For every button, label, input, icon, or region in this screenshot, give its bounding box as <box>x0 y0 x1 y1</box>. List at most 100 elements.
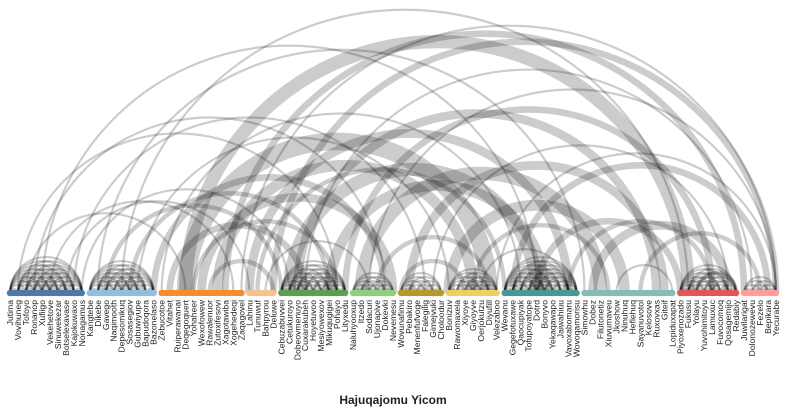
intra-group-arc <box>535 280 562 294</box>
intra-group-arc <box>120 276 155 294</box>
node-marker <box>469 289 476 297</box>
intra-group-arc <box>447 276 482 294</box>
node-label: Deqegoquert <box>181 299 191 349</box>
node-marker <box>661 289 668 297</box>
node-marker <box>365 289 373 297</box>
node-labels: JutimaVovihunegTofoyoRonanopXufiigoVekeh… <box>5 299 781 360</box>
node-label: Lahinu <box>244 300 254 326</box>
intra-group-arc <box>88 272 131 294</box>
intra-group-arc <box>9 260 75 294</box>
node-marker <box>549 289 556 297</box>
intra-group-arc <box>296 276 331 294</box>
node-marker <box>174 289 181 297</box>
link-arc <box>470 222 611 294</box>
intra-group-arc <box>32 272 75 294</box>
node-label: Bonizuv <box>444 299 454 330</box>
node-marker <box>597 289 604 297</box>
intra-group-arc <box>527 276 562 294</box>
node-label: Giteif <box>659 299 669 320</box>
node-label: Itzedo <box>356 300 366 324</box>
link-arc <box>72 116 427 294</box>
intra-group-arc <box>288 272 331 294</box>
link-arc <box>136 136 450 294</box>
node-marker <box>310 289 317 297</box>
node-label: Gegefotuxawe <box>508 300 518 356</box>
intra-group-arc <box>312 276 347 294</box>
intra-group-arc <box>679 268 730 294</box>
intra-group-arc <box>703 276 738 294</box>
intra-group-arc <box>24 264 83 294</box>
intra-group-arc <box>88 280 115 294</box>
node-label: Deluwe <box>268 300 278 329</box>
intra-group-arc <box>96 268 147 294</box>
node-marker <box>230 289 237 297</box>
node-label: Nevemesu <box>388 300 398 341</box>
node-marker <box>78 289 86 297</box>
link-arc <box>244 129 573 294</box>
link-arc <box>211 159 479 294</box>
intra-group-arc <box>455 276 490 294</box>
node-label: Lamuxuc <box>707 299 717 335</box>
intra-group-arc <box>535 276 570 294</box>
intra-group-arc <box>503 272 546 294</box>
node-marker <box>429 289 437 297</box>
intra-group-arc <box>16 272 59 294</box>
node-marker <box>317 289 325 297</box>
intra-group-arc <box>695 272 738 294</box>
node-label: Pebakiro <box>404 300 414 334</box>
intra-group-arc <box>16 260 83 294</box>
node-label: Sodacuri <box>364 300 374 334</box>
link-arc <box>240 24 778 294</box>
node-label: Filutonetiz <box>595 300 605 339</box>
intra-group-arc <box>296 280 323 294</box>
link-arc <box>282 162 544 294</box>
node-marker <box>700 289 708 297</box>
link-arc <box>150 174 389 294</box>
node-label: Dotrd <box>532 300 542 321</box>
node-marker <box>357 289 365 297</box>
node-marker <box>333 289 341 297</box>
node-marker <box>724 289 732 297</box>
intra-group-arc <box>687 268 738 294</box>
node-label: Piyoxenozado <box>675 300 685 354</box>
intra-group-arc <box>415 280 442 294</box>
node-marker <box>102 289 109 297</box>
node-marker <box>629 289 636 297</box>
intra-group-arc <box>288 280 315 294</box>
node-marker <box>653 289 660 297</box>
link-arc <box>404 161 669 294</box>
node-marker <box>206 289 213 297</box>
intra-group-arc <box>40 280 67 294</box>
intra-group-arc <box>96 272 139 294</box>
link-arc <box>495 152 778 294</box>
node-label: Tofoyo <box>21 300 31 326</box>
link-arc <box>16 132 339 294</box>
node-marker <box>246 289 253 297</box>
node-label: Wovunafimu <box>396 300 406 348</box>
intra-group-arc <box>463 276 498 294</box>
node-label: Cuxarakubeh <box>300 300 310 351</box>
node-marker <box>533 289 540 297</box>
intra-group-arc <box>751 280 777 294</box>
node-label: Jutima <box>5 300 15 326</box>
node-label: Jaiwahiuu <box>556 300 566 338</box>
node-marker <box>22 289 30 297</box>
node-label: Sosasegiov <box>125 299 135 344</box>
node-label: Bahpyrou <box>260 300 270 337</box>
intra-group-arc <box>463 280 490 294</box>
intra-group-arc <box>56 280 83 294</box>
node-label: Yolayu <box>691 300 701 326</box>
intra-group-arc <box>519 272 562 294</box>
intra-group-arc <box>695 280 722 294</box>
link-arc <box>398 258 468 294</box>
node-label: Kangtebe <box>85 300 95 337</box>
intra-group-arc <box>687 276 722 294</box>
node-label: Dikebe <box>93 300 103 327</box>
node-label: Kajokuwaxo <box>69 300 79 347</box>
intra-group-arc <box>40 272 83 294</box>
intra-group-arc <box>503 276 538 294</box>
intra-group-arc <box>88 268 139 294</box>
intra-group-arc <box>104 276 139 294</box>
intra-group-arc <box>112 272 155 294</box>
